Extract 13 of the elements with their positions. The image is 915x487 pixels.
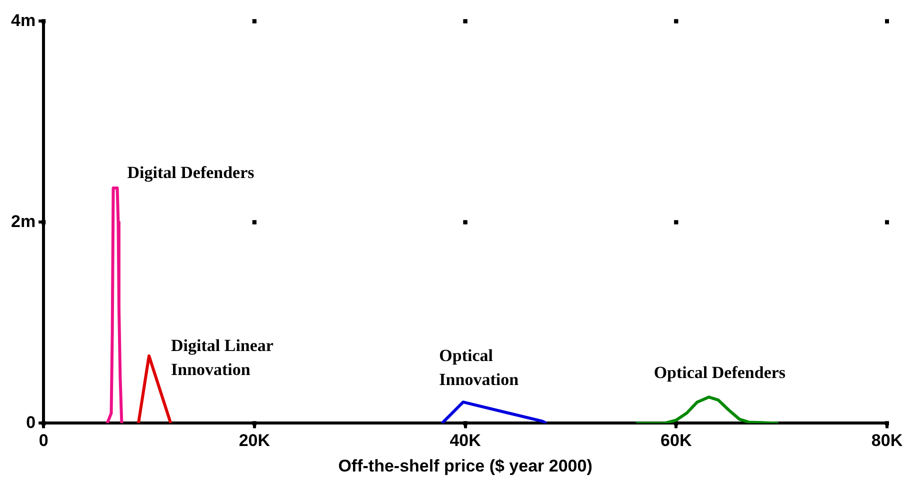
x-tick-label: 40K — [450, 431, 482, 450]
series-label: Digital Linear Innovation — [171, 336, 274, 379]
x-tick-label: 0 — [38, 431, 48, 450]
y-tick-label: 4m — [10, 10, 36, 30]
series-label: Optical Innovation — [439, 346, 520, 389]
series-label: Digital Defenders — [127, 162, 255, 182]
x-tick-label: 80K — [871, 431, 904, 450]
x-tick-label: 20K — [238, 431, 271, 450]
x-axis-title: Off-the-shelf price ($ year 2000) — [338, 456, 592, 476]
y-tick-label: 0 — [26, 412, 36, 432]
x-tick-label: 60K — [660, 431, 692, 450]
y-tick-label: 2m — [10, 212, 36, 231]
series-label: Optical Defenders — [654, 362, 786, 382]
